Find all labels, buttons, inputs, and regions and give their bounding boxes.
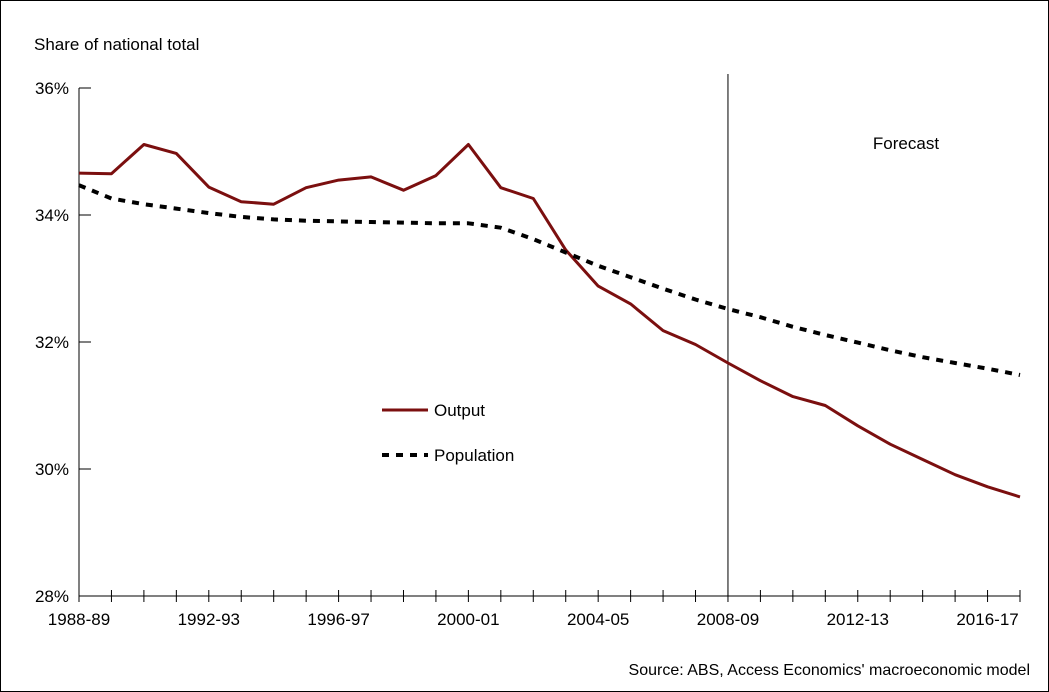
x-tick-label: 2008-09 xyxy=(697,610,759,629)
y-tick-label: 34% xyxy=(35,206,69,225)
legend-label-population: Population xyxy=(434,446,514,465)
y-tick-label: 32% xyxy=(35,333,69,352)
y-tick-label: 28% xyxy=(35,587,69,606)
axes: 28% 30% 32% 34% 36% 1988-89 1992-93 1996-97 2000… xyxy=(35,79,1021,629)
legend: Output Population xyxy=(382,401,514,465)
y-axis-label: Share of national total xyxy=(34,35,199,54)
x-tick-label: 1992-93 xyxy=(178,610,240,629)
series-group xyxy=(78,143,1021,499)
x-tick-label: 1996-97 xyxy=(307,610,369,629)
series-line-output xyxy=(78,143,1021,499)
y-tick-label: 36% xyxy=(35,79,69,98)
x-tick-label: 2012-13 xyxy=(827,610,889,629)
series-line-population xyxy=(78,183,1021,377)
x-tick-label: 2000-01 xyxy=(437,610,499,629)
x-tick-label: 2016-17 xyxy=(956,610,1018,629)
legend-label-output: Output xyxy=(434,401,485,420)
y-tick-label: 30% xyxy=(35,460,69,479)
x-tick-label: 2004-05 xyxy=(567,610,629,629)
forecast-group: Forecast xyxy=(727,74,939,596)
source-note: Source: ABS, Access Economics' macroecon… xyxy=(629,662,1030,679)
x-tick-label: 1988-89 xyxy=(48,610,110,629)
forecast-label: Forecast xyxy=(873,134,939,153)
